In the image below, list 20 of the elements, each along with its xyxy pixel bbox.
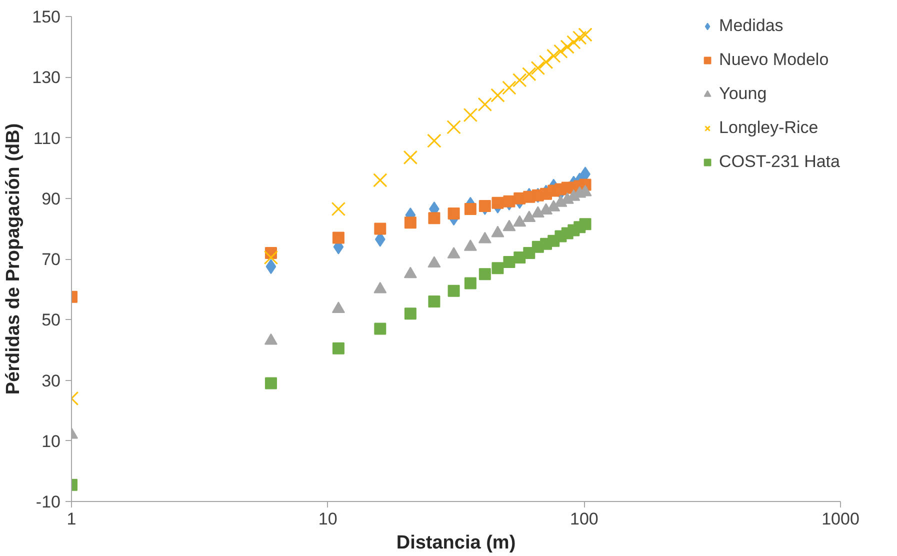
y-tick-label: 50 <box>42 310 61 330</box>
legend-label: Longley-Rice <box>719 118 818 138</box>
y-tick-label: 10 <box>42 432 61 451</box>
y-tick-label: 130 <box>32 68 61 88</box>
x-tick-label: 1 <box>66 510 76 528</box>
y-tick-label: 110 <box>33 128 61 148</box>
x-tick-label: 10 <box>318 510 338 528</box>
legend-label: Young <box>719 84 767 104</box>
legend-label: Nuevo Modelo <box>719 50 829 70</box>
x-axis-title: Distancia (m) <box>396 532 516 554</box>
y-tick-label: 150 <box>32 8 61 26</box>
x-tick-label: 1000 <box>822 510 860 528</box>
legend-label: Medidas <box>719 16 784 36</box>
y-tick-label: -10 <box>36 492 61 512</box>
y-tick-label: 70 <box>42 250 61 269</box>
y-tick-label: 30 <box>42 371 61 390</box>
y-axis-title: Pérdidas de Propagación (dB) <box>3 123 24 395</box>
x-tick-label: 100 <box>570 510 598 528</box>
legend-label: COST-231 Hata <box>719 152 840 172</box>
y-tick-label: 90 <box>42 189 61 208</box>
